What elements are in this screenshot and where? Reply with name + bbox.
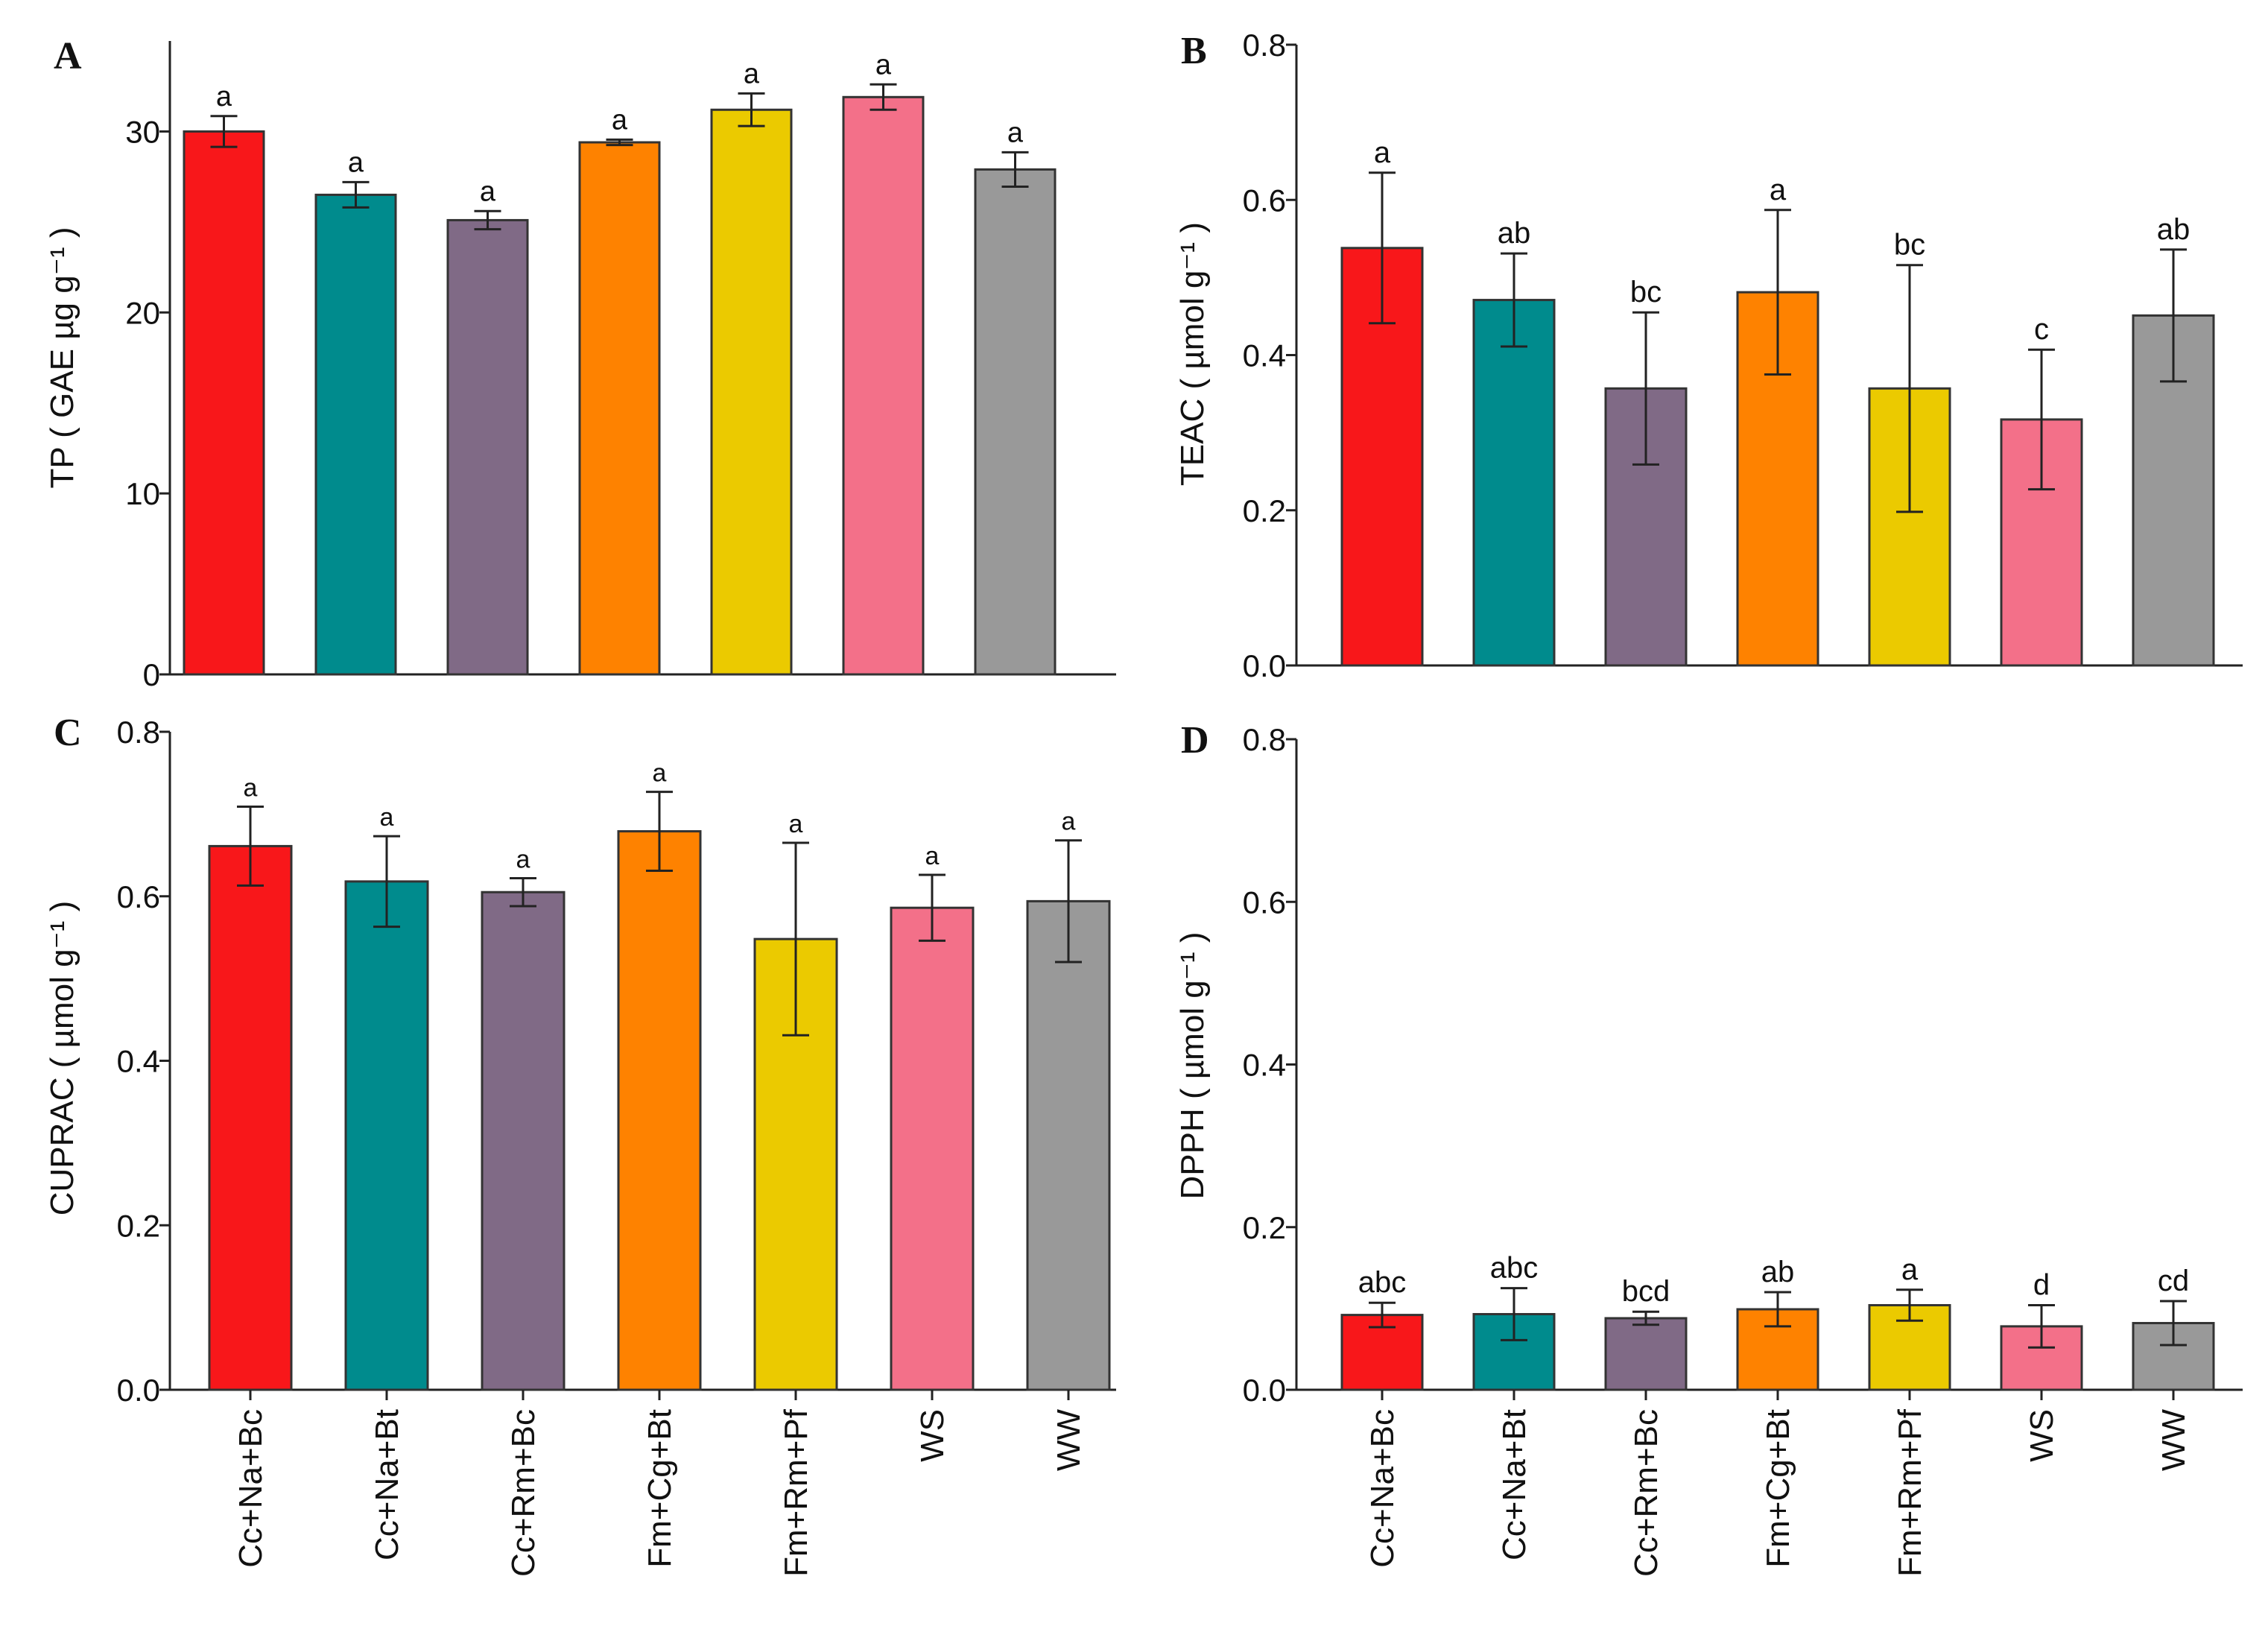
panel-c-significance-letter: a bbox=[1062, 808, 1076, 836]
panel-b-significance-letter: ab bbox=[2157, 213, 2191, 246]
panel-c-x-tick-label: Fm+Rm+Pf bbox=[778, 1408, 814, 1577]
panel-d-significance-letter: ab bbox=[1761, 1256, 1795, 1288]
panel-c-significance-letter: a bbox=[516, 845, 530, 873]
panel-c-bar bbox=[208, 844, 293, 1391]
panel-a-significance-letter: a bbox=[875, 49, 892, 80]
panel-b-y-tick-label: 0.2 bbox=[1243, 493, 1286, 528]
panel-d-x-tick-label: WW bbox=[2155, 1409, 2192, 1472]
panel-b-y-tick-label: 0.6 bbox=[1243, 183, 1286, 218]
panel-a-bar bbox=[314, 193, 397, 676]
panel-c-y-axis-label: CUPRAC ( µmol g⁻¹ ) bbox=[44, 901, 80, 1216]
panel-a-significance-letter: a bbox=[612, 104, 628, 136]
panel-b-significance-letter: a bbox=[1770, 174, 1787, 206]
panel-b-y-tick-label: 0.8 bbox=[1243, 28, 1286, 63]
panel-d-y-tick-label: 0.8 bbox=[1243, 722, 1286, 757]
panel-d-x-tick-label: Fm+Cg+Bt bbox=[1760, 1409, 1796, 1568]
panel-a-bar bbox=[578, 141, 661, 676]
panel-a-y-tick-label: 30 bbox=[125, 114, 160, 149]
panel-b-y-axis-label: TEAC ( µmol g⁻¹ ) bbox=[1174, 222, 1211, 486]
panel-a-significance-letter: a bbox=[1007, 117, 1024, 148]
panel-d-x-tick-label: Fm+Rm+Pf bbox=[1892, 1408, 1928, 1577]
panel-c-bar bbox=[890, 906, 975, 1391]
panel-a-significance-letter: a bbox=[348, 147, 364, 178]
panel-c-significance-letter: a bbox=[653, 759, 667, 788]
panel-c-bar bbox=[481, 890, 566, 1391]
panel-d-x-tick-label: WS bbox=[2024, 1409, 2060, 1462]
panel-b: B 0.0 0.2 0.4 0.6 0.8 TEAC ( µmol g⁻¹ ) a ab bc a… bbox=[1174, 28, 2243, 683]
panel-c-significance-letter: a bbox=[380, 803, 394, 832]
panel-d-significance-letter: a bbox=[1901, 1253, 1919, 1286]
panel-a-bar bbox=[710, 108, 793, 676]
panel-d-y-tick-label: 0.2 bbox=[1243, 1210, 1286, 1245]
panel-a-significance-letter: a bbox=[216, 81, 232, 113]
panel-d-significance-letter: abc bbox=[1490, 1252, 1539, 1285]
panel-b-significance-letter: a bbox=[1374, 136, 1391, 169]
panel-b-significance-letter: ab bbox=[1498, 217, 1531, 250]
panel-c-y-tick-label: 0.4 bbox=[117, 1044, 160, 1079]
panel-d-significance-letter: cd bbox=[2158, 1265, 2189, 1297]
panel-d-significance-letter: bcd bbox=[1622, 1275, 1670, 1308]
panel-c-x-tick-label: WW bbox=[1051, 1409, 1087, 1472]
panel-a-y-axis-label: TP ( GAE µg g⁻¹ ) bbox=[44, 227, 80, 489]
panel-a: A 0 10 20 30 TP ( GAE µg g⁻¹ ) a a a a a a a bbox=[44, 35, 1116, 692]
panel-d-y-tick-label: 0.6 bbox=[1243, 885, 1286, 920]
panel-c-x-tick-label: Cc+Na+Bc bbox=[232, 1409, 269, 1568]
panel-c-significance-letter: a bbox=[244, 774, 258, 802]
panel-d-x-tick-label: Cc+Na+Bt bbox=[1496, 1409, 1533, 1560]
panel-b-bar bbox=[1472, 299, 1556, 667]
panel-c-x-tick-label: Cc+Na+Bt bbox=[369, 1409, 405, 1560]
panel-b-significance-letter: bc bbox=[1894, 229, 1925, 262]
panel-d-significance-letter: d bbox=[2033, 1269, 2050, 1302]
panel-c-y-tick-label: 0.6 bbox=[117, 879, 160, 914]
panel-c-y-tick-label: 0.0 bbox=[117, 1373, 160, 1408]
panel-a-significance-letter: a bbox=[744, 58, 760, 89]
panel-d-significance-letter: abc bbox=[1358, 1266, 1407, 1299]
panel-a-letter: A bbox=[54, 35, 82, 77]
panel-a-y-tick-label: 20 bbox=[125, 295, 160, 330]
panel-a-significance-letter: a bbox=[480, 176, 496, 207]
panel-d-x-tick-label: Cc+Rm+Bc bbox=[1628, 1409, 1664, 1577]
panel-c-x-tick-label: Cc+Rm+Bc bbox=[505, 1409, 542, 1577]
panel-c-x-tick-label: Fm+Cg+Bt bbox=[642, 1409, 678, 1568]
panel-c-bar bbox=[344, 880, 429, 1391]
panel-c-significance-letter: a bbox=[789, 810, 803, 838]
panel-d-y-tick-label: 0.4 bbox=[1243, 1048, 1286, 1083]
panel-c-x-tick-label: WS bbox=[914, 1409, 951, 1462]
panel-d: D 0.0 0.2 0.4 0.6 0.8 DPPH ( µmol g⁻¹ ) abc Cc+… bbox=[1174, 719, 2243, 1577]
panel-b-letter: B bbox=[1181, 30, 1207, 72]
panel-c-significance-letter: a bbox=[925, 842, 940, 870]
panel-a-y-tick-label: 10 bbox=[125, 476, 160, 511]
panel-a-bar bbox=[183, 130, 265, 676]
panel-b-significance-letter: bc bbox=[1630, 276, 1662, 309]
panel-d-letter: D bbox=[1181, 719, 1209, 762]
panel-c-letter: C bbox=[54, 712, 82, 754]
panel-c-y-tick-label: 0.8 bbox=[117, 715, 160, 750]
panel-d-y-axis-label: DPPH ( µmol g⁻¹ ) bbox=[1174, 931, 1211, 1199]
panel-c-y-tick-label: 0.2 bbox=[117, 1208, 160, 1243]
panel-d-y-tick-label: 0.0 bbox=[1243, 1373, 1286, 1408]
panel-c-bar bbox=[617, 830, 702, 1391]
panel-b-significance-letter: c bbox=[2034, 313, 2049, 346]
panel-d-x-tick-label: Cc+Na+Bc bbox=[1364, 1409, 1401, 1568]
panel-c: C 0.0 0.2 0.4 0.6 0.8 CUPRAC ( µmol g⁻¹ ) a Cc+… bbox=[44, 712, 1116, 1577]
panel-a-y-tick-label: 0 bbox=[143, 657, 160, 692]
panel-a-bar bbox=[446, 218, 529, 676]
panel-c-bar bbox=[1026, 899, 1111, 1391]
panel-b-y-tick-label: 0.0 bbox=[1243, 648, 1286, 683]
panel-b-y-tick-label: 0.4 bbox=[1243, 338, 1286, 373]
panel-a-bar bbox=[974, 168, 1057, 676]
panel-a-bar bbox=[842, 95, 925, 676]
panel-d-bar bbox=[1604, 1317, 1688, 1391]
